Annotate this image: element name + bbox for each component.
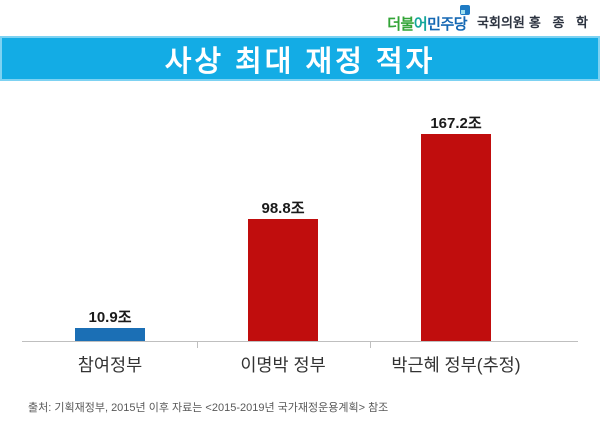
- axis-tick: [370, 342, 371, 348]
- category-label: 이명박 정부: [240, 355, 326, 375]
- member-name: 홍 종 학: [528, 15, 592, 30]
- party-wordmark-part: 더불: [387, 16, 414, 33]
- value-label: 167.2조: [430, 115, 482, 132]
- party-wordmark-part: 민주당: [427, 16, 468, 33]
- member-title: 국회의원: [477, 15, 525, 30]
- member-name-text: 국회의원 홍 종 학: [477, 15, 592, 32]
- header: 더불어민주당 국회의원 홍 종 학: [387, 4, 592, 32]
- axis-tick: [197, 342, 198, 348]
- category-label: 참여정부: [77, 355, 143, 375]
- title-banner: 사상 최대 재정 적자: [0, 36, 600, 81]
- category-label: 박근혜 정부(추정): [391, 355, 521, 375]
- party-wordmark: 더불어민주당: [387, 16, 467, 33]
- party-logo: 더불어민주당: [387, 5, 471, 33]
- x-axis-line: [22, 341, 578, 342]
- bar-이명박 정부: [248, 219, 318, 341]
- bar-박근혜 정부(추정): [421, 134, 491, 341]
- value-label: 98.8조: [261, 200, 305, 217]
- bar-참여정부: [75, 328, 145, 341]
- party-symbol-icon: [460, 5, 471, 15]
- source-note: 출처: 기획재정부, 2015년 이후 자료는 <2015-2019년 국가재정…: [28, 402, 389, 414]
- page-title: 사상 최대 재정 적자: [164, 45, 436, 78]
- party-wordmark-part: 어: [413, 16, 428, 33]
- value-label: 10.9조: [88, 309, 132, 326]
